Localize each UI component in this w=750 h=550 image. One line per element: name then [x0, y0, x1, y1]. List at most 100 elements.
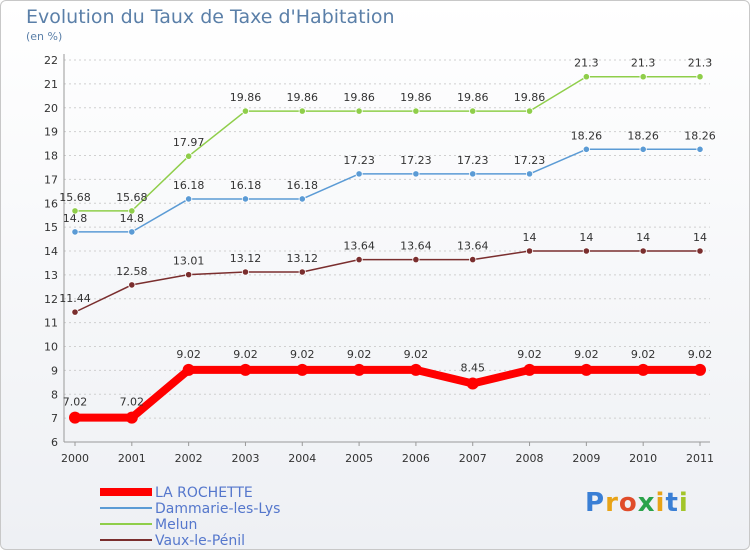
x-tick-label: 2005: [345, 452, 373, 465]
data-label-vaux-le-p-nil: 13.64: [400, 240, 432, 253]
y-tick-label: 6: [51, 436, 58, 449]
x-tick-label: 2001: [118, 452, 146, 465]
data-point-melun: [128, 207, 136, 215]
data-point-dammarie-les-lys: [185, 195, 193, 203]
data-label-la-rochette: 7.02: [63, 396, 88, 409]
data-point-vaux-le-p-nil: [71, 308, 79, 316]
data-label-la-rochette: 9.02: [574, 348, 599, 361]
data-label-dammarie-les-lys: 17.23: [457, 154, 489, 167]
logo-letter: P: [585, 488, 606, 518]
data-point-dammarie-les-lys: [639, 145, 647, 153]
y-tick-label: 21: [44, 78, 58, 91]
data-point-melun: [298, 107, 306, 115]
y-tick-label: 20: [44, 102, 58, 115]
data-point-la-rochette: [637, 363, 650, 376]
data-point-vaux-le-p-nil: [298, 268, 306, 276]
data-label-melun: 17.97: [173, 136, 205, 149]
data-point-la-rochette: [580, 363, 593, 376]
y-tick-label: 12: [44, 293, 58, 306]
data-label-vaux-le-p-nil: 12.58: [116, 265, 148, 278]
series-line-la-rochette: [75, 365, 700, 422]
y-tick-label: 8: [51, 388, 58, 401]
logo-letter: r: [605, 488, 619, 518]
data-label-la-rochette: 9.02: [347, 348, 372, 361]
data-point-vaux-le-p-nil: [639, 247, 647, 255]
data-point-melun: [241, 107, 250, 115]
data-label-melun: 19.86: [400, 91, 432, 104]
data-label-la-rochette: 9.02: [233, 348, 258, 361]
data-point-vaux-le-p-nil: [582, 247, 590, 255]
data-label-dammarie-les-lys: 16.18: [287, 179, 319, 192]
data-point-la-rochette: [125, 411, 138, 424]
data-point-melun: [355, 107, 363, 115]
data-point-melun: [696, 73, 704, 81]
data-point-dammarie-les-lys: [582, 145, 590, 153]
data-label-la-rochette: 9.02: [404, 348, 429, 361]
data-label-melun: 19.86: [514, 91, 546, 104]
logo-letter: i: [655, 488, 666, 518]
data-point-dammarie-les-lys: [469, 170, 477, 178]
data-label-dammarie-les-lys: 18.26: [684, 129, 716, 142]
data-label-la-rochette: 9.02: [631, 348, 656, 361]
data-point-melun: [469, 107, 477, 115]
data-label-dammarie-les-lys: 18.26: [627, 129, 659, 142]
data-label-melun: 15.68: [116, 191, 148, 204]
data-label-la-rochette: 7.02: [120, 396, 145, 409]
data-label-melun: 21.3: [631, 57, 656, 70]
y-tick-label: 22: [44, 54, 58, 67]
y-tick-label: 18: [44, 150, 58, 163]
data-point-vaux-le-p-nil: [355, 255, 363, 264]
data-point-dammarie-les-lys: [355, 170, 363, 178]
data-point-dammarie-les-lys: [241, 195, 250, 203]
data-label-vaux-le-p-nil: 13.01: [173, 255, 205, 268]
data-point-dammarie-les-lys: [525, 170, 534, 178]
data-label-melun: 19.86: [457, 91, 489, 104]
data-label-dammarie-les-lys: 17.23: [343, 154, 375, 167]
data-point-la-rochette: [694, 363, 706, 376]
x-tick-label: 2009: [572, 452, 600, 465]
legend-label-melun: Melun: [155, 517, 197, 533]
data-point-dammarie-les-lys: [696, 145, 704, 153]
data-label-melun: 21.3: [574, 57, 599, 70]
logo-letter: o: [618, 488, 638, 518]
data-point-vaux-le-p-nil: [469, 255, 477, 264]
data-point-melun: [525, 107, 534, 115]
series-line-vaux-le-p-nil: [74, 250, 700, 313]
data-point-la-rochette: [523, 363, 536, 376]
data-label-melun: 19.86: [287, 91, 319, 104]
data-label-vaux-le-p-nil: 14: [579, 231, 593, 244]
data-label-la-rochette: 9.02: [176, 348, 201, 361]
data-point-melun: [71, 207, 79, 215]
data-label-vaux-le-p-nil: 13.12: [287, 252, 319, 265]
x-tick-label: 2003: [231, 452, 259, 465]
y-tick-label: 7: [51, 412, 58, 425]
y-tick-label: 19: [44, 126, 58, 139]
data-label-la-rochette: 9.02: [517, 348, 542, 361]
data-point-melun: [412, 107, 420, 115]
logo-letter: i: [678, 488, 689, 518]
data-label-vaux-le-p-nil: 14: [693, 231, 707, 244]
data-point-vaux-le-p-nil: [696, 247, 704, 255]
series-line-dammarie-les-lys: [75, 148, 700, 233]
data-label-melun: 19.86: [230, 91, 262, 104]
data-label-melun: 19.86: [343, 91, 375, 104]
y-tick-label: 15: [44, 221, 58, 234]
data-label-vaux-le-p-nil: 14: [636, 231, 650, 244]
data-label-vaux-le-p-nil: 11.44: [59, 292, 91, 305]
data-label-dammarie-les-lys: 14.8: [63, 212, 88, 225]
y-tick-label: 13: [44, 269, 58, 282]
proxiti-logo: Proxiti: [585, 488, 689, 518]
data-point-dammarie-les-lys: [298, 195, 306, 203]
data-label-melun: 15.68: [59, 191, 91, 204]
data-label-la-rochette: 9.02: [688, 348, 713, 361]
data-label-dammarie-les-lys: 14.8: [120, 212, 145, 225]
data-label-la-rochette: 9.02: [290, 348, 315, 361]
data-label-dammarie-les-lys: 17.23: [514, 154, 546, 167]
legend-label-dammarie-les-lys: Dammarie-les-Lys: [155, 501, 280, 517]
data-point-la-rochette: [296, 363, 309, 376]
x-tick-label: 2010: [629, 452, 657, 465]
data-point-dammarie-les-lys: [412, 170, 420, 178]
data-point-melun: [582, 73, 590, 81]
data-label-vaux-le-p-nil: 13.64: [457, 240, 489, 253]
